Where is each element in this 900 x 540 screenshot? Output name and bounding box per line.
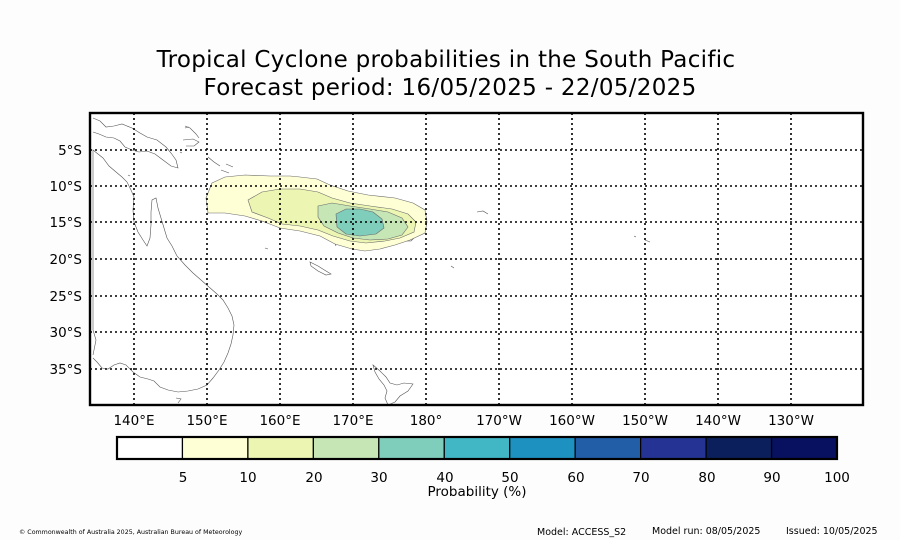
coastline-new-caledonia	[309, 261, 332, 276]
model-text: Model: ACCESS_S2	[537, 527, 627, 538]
model-run-text: Model run: 08/05/2025	[652, 526, 761, 537]
lat-label: 30°S	[50, 325, 83, 341]
lat-label: 5°S	[58, 143, 82, 159]
coastlines	[92, 117, 651, 406]
issued-text: Issued: 10/05/2025	[786, 526, 878, 537]
coastline-new-zealand	[372, 364, 414, 406]
colorbar-swatch	[574, 436, 642, 460]
lon-label: 170°E	[332, 413, 373, 429]
colorbar-frame	[115, 435, 839, 461]
lon-label: 150°E	[186, 413, 227, 429]
colorbar-tick: 90	[763, 470, 780, 486]
lon-label: 160°E	[259, 413, 300, 429]
map-frame	[88, 111, 865, 407]
colorbar-tick: 60	[567, 470, 584, 486]
lon-label: 150°W	[622, 413, 668, 429]
lon-label: 170°W	[476, 413, 522, 429]
colorbar-swatch	[378, 436, 445, 460]
coastline-new-britain	[182, 138, 200, 147]
colorbar-swatch	[509, 436, 576, 460]
lon-label: 160°W	[549, 413, 595, 429]
colorbar-swatch	[181, 436, 249, 460]
copyright-text: © Commonwealth of Australia 2025, Austra…	[19, 529, 243, 536]
colorbar-tick: 30	[370, 470, 387, 486]
colorbar-tick: 20	[305, 470, 322, 486]
colorbar-tick: 10	[239, 470, 256, 486]
lon-label: 140°W	[695, 413, 741, 429]
colorbar-label: Probability (%)	[427, 484, 526, 500]
colorbar-swatch	[116, 436, 184, 460]
coastline-australia	[92, 149, 235, 393]
colorbar: 5 10 20 30 40 50 60 70 80 90 100 Probabi…	[115, 435, 850, 500]
colorbar-tick: 50	[501, 470, 518, 486]
lat-label: 10°S	[50, 179, 83, 195]
coastline-tasmania	[175, 397, 182, 404]
colorbar-tick: 80	[698, 470, 715, 486]
lat-label: 35°S	[50, 362, 83, 378]
lat-label: 25°S	[50, 289, 83, 305]
colorbar-tick: 5	[179, 470, 188, 486]
latitude-labels: 5°S 10°S 15°S 20°S 25°S 30°S 35°S	[50, 143, 83, 378]
colorbar-tick: 70	[632, 470, 649, 486]
colorbar-swatch	[312, 436, 380, 460]
colorbar-tick: 100	[824, 470, 850, 486]
colorbar-swatch	[770, 436, 838, 460]
lat-label: 15°S	[50, 215, 83, 231]
coastline-solomons	[207, 156, 234, 174]
colorbar-swatch	[640, 436, 707, 460]
coastline-small-islands	[127, 126, 651, 269]
lat-label: 20°S	[50, 252, 83, 268]
forecast-period-subtitle: Forecast period: 16/05/2025 - 22/05/2025	[203, 75, 697, 101]
colorbar-swatches	[116, 436, 838, 460]
lon-label: 140°E	[113, 413, 154, 429]
colorbar-tick-labels: 5 10 20 30 40 50 60 70 80 90 100	[179, 470, 850, 486]
colorbar-swatch	[705, 436, 773, 460]
colorbar-swatch	[247, 436, 314, 460]
lon-label: 130°W	[768, 413, 814, 429]
map-gridlines	[90, 113, 863, 405]
coastline-new-guinea	[92, 117, 179, 169]
coastline-new-ireland	[184, 125, 200, 139]
chart-title: Tropical Cyclone probabilities in the So…	[156, 47, 736, 73]
colorbar-tick: 40	[436, 470, 453, 486]
lon-label: 180°	[410, 413, 443, 429]
longitude-labels: 140°E 150°E 160°E 170°E 180° 170°W 160°W…	[113, 413, 813, 429]
colorbar-swatch	[443, 436, 511, 460]
probability-contours	[205, 174, 428, 252]
